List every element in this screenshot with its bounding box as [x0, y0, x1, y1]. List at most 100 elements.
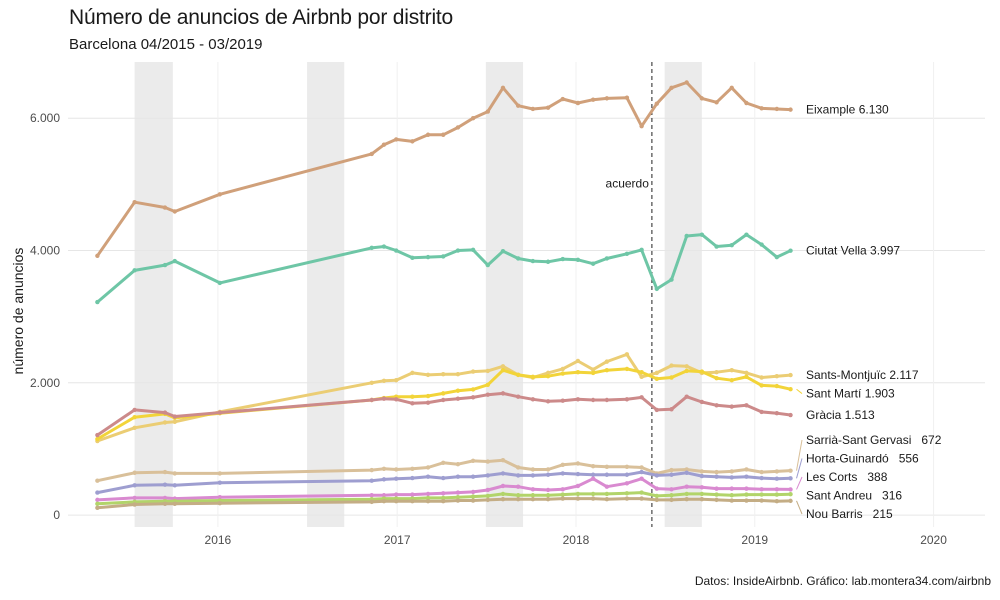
point-gracia-2 — [162, 410, 168, 415]
point-sant-andreu-32 — [774, 492, 780, 497]
point-nou-barris-10 — [441, 499, 446, 504]
point-ciutat-vella-11 — [455, 248, 461, 253]
point-gracia-22 — [624, 397, 630, 402]
series-line-ciutat-vella — [95, 233, 792, 304]
series-label-horta-guinardo: Horta-Guinardó 556 — [806, 452, 919, 466]
point-nou-barris-9 — [425, 499, 431, 504]
point-nou-barris-8 — [410, 499, 415, 504]
point-sant-marti-16 — [530, 374, 536, 380]
point-eixample-30 — [744, 100, 749, 106]
point-nou-barris-32 — [774, 499, 780, 504]
point-gracia-33 — [788, 412, 793, 418]
point-sant-andreu-21 — [604, 491, 610, 497]
y-axis: 0 2.000 4.000 6.000 — [30, 111, 60, 522]
point-eixample-2 — [162, 205, 168, 210]
point-horta-guinardo-0 — [95, 490, 100, 495]
point-gracia-11 — [455, 396, 461, 401]
point-sant-andreu-22 — [624, 491, 630, 496]
point-eixample-29 — [729, 85, 734, 90]
point-sant-marti-17 — [545, 373, 551, 379]
point-sarria-sant-gervasi-4 — [217, 471, 223, 476]
point-ciutat-vella-24 — [654, 286, 660, 292]
point-gracia-1 — [132, 407, 137, 413]
point-ciutat-vella-16 — [530, 258, 536, 264]
point-horta-guinardo-3 — [172, 483, 177, 488]
point-sarria-sant-gervasi-12 — [470, 458, 476, 464]
point-eixample-15 — [515, 103, 521, 108]
point-ciutat-vella-23 — [639, 247, 644, 253]
point-sants-montjuic-18 — [560, 366, 565, 372]
point-sant-andreu-31 — [759, 492, 764, 497]
point-horta-guinardo-31 — [759, 475, 764, 481]
point-sant-marti-0 — [95, 436, 100, 442]
x-tick-label-0: 2016 — [205, 533, 232, 547]
x-tick-label-2: 2018 — [563, 533, 590, 547]
point-eixample-31 — [759, 106, 764, 111]
point-eixample-0 — [95, 253, 100, 259]
point-les-corts-18 — [560, 487, 565, 492]
point-gracia-14 — [500, 391, 506, 396]
point-sarria-sant-gervasi-31 — [759, 469, 764, 475]
point-les-corts-22 — [624, 481, 630, 486]
series-end-labels: Eixample 6.130 Ciutat Vella 3.997 Sants-Mo… — [796, 103, 942, 521]
point-nou-barris-28 — [714, 497, 719, 503]
point-gracia-32 — [774, 411, 780, 416]
point-horta-guinardo-33 — [788, 476, 793, 481]
chart-title: Número de anuncios de Airbnb por distrit… — [69, 6, 454, 29]
series-label-sant-andreu: Sant Andreu 316 — [806, 489, 902, 503]
point-les-corts-16 — [530, 487, 536, 492]
point-nou-barris-22 — [624, 496, 630, 501]
point-ciutat-vella-13 — [485, 262, 491, 268]
point-sarria-sant-gervasi-20 — [590, 463, 596, 469]
point-sant-andreu-33 — [788, 491, 793, 497]
point-gracia-5 — [369, 397, 374, 403]
point-sant-andreu-16 — [530, 493, 536, 498]
point-ciutat-vella-26 — [684, 233, 689, 239]
point-les-corts-7 — [393, 492, 399, 497]
point-ciutat-vella-4 — [217, 280, 223, 286]
point-sant-marti-19 — [575, 370, 581, 375]
point-ciutat-vella-2 — [162, 262, 168, 268]
point-horta-guinardo-20 — [590, 472, 596, 477]
point-sant-andreu-9 — [425, 495, 431, 501]
y-tick-label-1: 2.000 — [30, 376, 60, 390]
series-label-eixample: Eixample 6.130 — [806, 103, 889, 117]
point-gracia-13 — [485, 392, 491, 397]
point-sarria-sant-gervasi-9 — [425, 465, 431, 470]
series-label-sant-marti: Sant Martí 1.903 — [806, 387, 895, 401]
point-eixample-4 — [217, 192, 223, 197]
point-horta-guinardo-12 — [470, 474, 476, 479]
point-ciutat-vella-10 — [441, 254, 446, 259]
point-sarria-sant-gervasi-5 — [369, 467, 374, 473]
point-gracia-15 — [515, 394, 521, 399]
point-sant-andreu-20 — [590, 491, 596, 497]
point-gracia-6 — [381, 396, 387, 401]
point-les-corts-13 — [485, 487, 491, 493]
point-ciutat-vella-9 — [425, 254, 431, 260]
summer-band-3 — [664, 62, 702, 527]
point-horta-guinardo-32 — [774, 476, 780, 481]
point-eixample-27 — [699, 96, 705, 101]
point-gracia-9 — [425, 400, 431, 405]
point-sant-marti-13 — [485, 382, 491, 387]
point-les-corts-12 — [470, 489, 476, 495]
point-eixample-14 — [500, 85, 506, 90]
point-gracia-16 — [530, 397, 536, 402]
point-sants-montjuic-1 — [132, 425, 137, 430]
point-les-corts-17 — [545, 487, 551, 493]
label-leader-les-corts — [796, 476, 803, 490]
point-sarria-sant-gervasi-33 — [788, 468, 793, 473]
point-horta-guinardo-16 — [530, 473, 536, 478]
point-sant-andreu-14 — [500, 491, 506, 497]
label-leader-sant-marti — [796, 388, 803, 394]
point-les-corts-2 — [162, 495, 168, 501]
point-sants-montjuic-10 — [441, 372, 446, 377]
series-lines — [95, 80, 793, 511]
x-tick-label-4: 2020 — [920, 533, 947, 547]
point-sarria-sant-gervasi-2 — [162, 469, 168, 475]
point-les-corts-4 — [217, 495, 223, 500]
point-les-corts-30 — [744, 486, 749, 491]
point-sant-marti-8 — [410, 394, 415, 399]
point-sants-montjuic-26 — [684, 364, 689, 369]
point-sant-andreu-0 — [95, 501, 100, 507]
